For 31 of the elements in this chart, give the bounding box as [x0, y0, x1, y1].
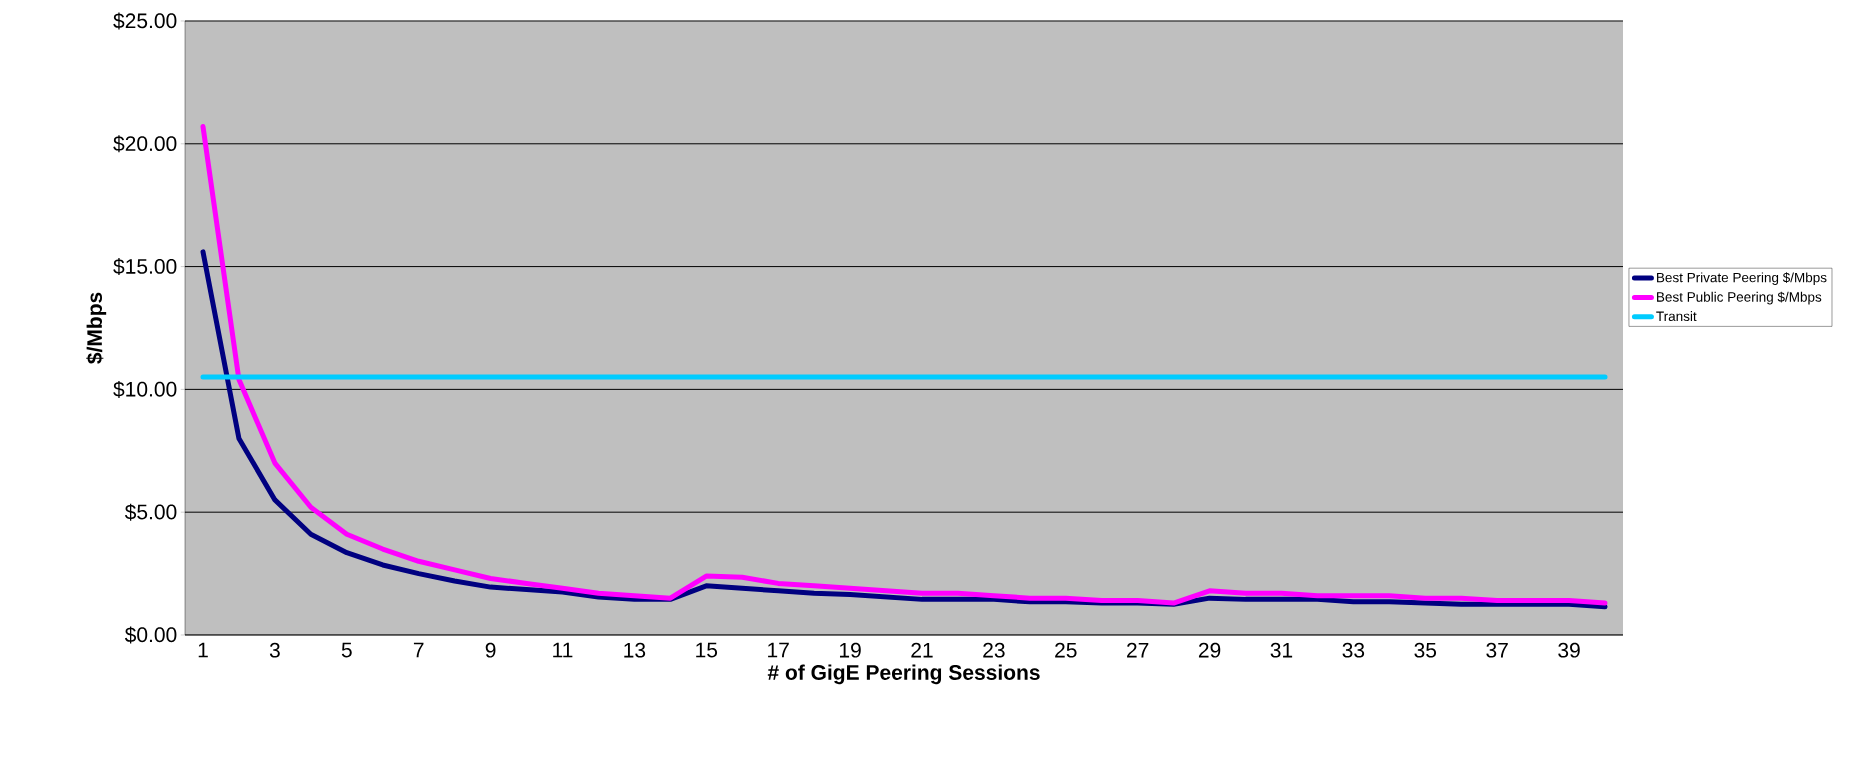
- x-tick-label: 1: [198, 642, 208, 658]
- x-tick-label: 3: [269, 642, 280, 658]
- x-tick-label: 39: [1558, 642, 1580, 658]
- y-tick-label: $10.00: [113, 380, 177, 398]
- legend-label: Transit: [1656, 311, 1697, 322]
- y-tick-label: $15.00: [113, 258, 177, 276]
- x-tick-label: 25: [1055, 642, 1077, 658]
- x-tick-label: 29: [1198, 642, 1221, 658]
- x-tick-label: 15: [696, 642, 718, 658]
- x-tick-label: 33: [1342, 642, 1365, 658]
- x-tick-label: 9: [485, 642, 496, 658]
- legend-label: Best Public Peering $/Mbps: [1657, 291, 1822, 305]
- legend-label: Best Private Peering $/Mbps: [1657, 272, 1827, 285]
- y-tick-label: $5.00: [124, 503, 177, 521]
- x-tick-label: 5: [341, 642, 352, 658]
- x-tick-label: 35: [1414, 642, 1437, 658]
- y-tick-label: $25.00: [113, 12, 177, 30]
- x-tick-label: 31: [1270, 642, 1293, 658]
- x-tick-label: 17: [768, 642, 789, 658]
- x-tick-label: 7: [413, 642, 424, 658]
- x-tick-label: 13: [624, 642, 646, 658]
- x-tick-label: 23: [983, 642, 1005, 658]
- y-tick-label: $0.00: [124, 626, 177, 644]
- x-tick-label: 21: [911, 642, 933, 658]
- y-axis-title: $/Mbps: [86, 292, 107, 364]
- x-tick-label: 19: [839, 642, 861, 658]
- y-tick-label: $20.00: [113, 135, 177, 153]
- x-tick-label: 37: [1486, 642, 1508, 658]
- x-axis-title: # of GigE Peering Sessions: [767, 664, 1040, 685]
- x-tick-label: 11: [553, 642, 573, 658]
- x-tick-label: 27: [1127, 642, 1149, 658]
